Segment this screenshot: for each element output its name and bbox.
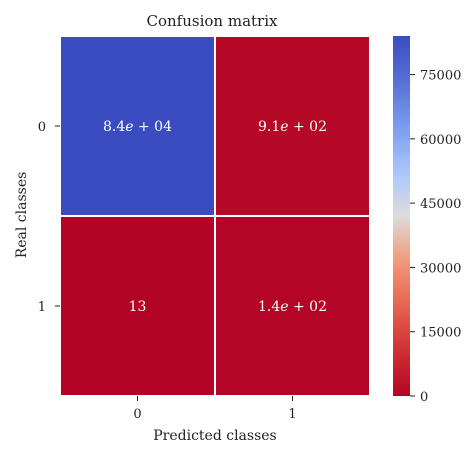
colorbar-tick-label-5: 75000 <box>420 69 461 84</box>
x-axis-label: Predicted classes <box>153 428 277 444</box>
colorbar-tick-label-0: 0 <box>420 390 428 405</box>
heatmap-cells <box>59 35 371 397</box>
colorbar-tick-label-2: 30000 <box>420 261 461 276</box>
colorbar-tick-label-4: 60000 <box>420 133 461 148</box>
colorbar-ticks: 0 15000 30000 45000 60000 75000 <box>410 69 461 405</box>
heatmap-cell-1-1 <box>214 215 371 397</box>
colorbar-tick-label-3: 45000 <box>420 197 461 212</box>
chart-title: Confusion matrix <box>147 12 278 30</box>
y-tick-label-0: 0 <box>38 120 46 135</box>
y-axis-label: Real classes <box>14 172 30 259</box>
x-tick-label-1: 1 <box>288 407 296 422</box>
cell-value-label-0-0: 8.4e + 04 <box>103 119 172 135</box>
cell-value-label-0-1: 9.1e + 02 <box>258 119 327 135</box>
y-tick-label-1: 1 <box>38 300 46 315</box>
heatmap-cell-0-1 <box>214 35 371 217</box>
heatmap-cell-0-0 <box>59 35 216 217</box>
y-axis-ticks: 01 <box>38 120 60 315</box>
cell-value-label-1-1: 1.4e + 02 <box>258 299 327 315</box>
cell-value-label-1-0: 13 <box>129 299 147 315</box>
x-tick-label-0: 0 <box>133 407 141 422</box>
heatmap-cell-1-0 <box>59 215 216 397</box>
colorbar <box>393 36 410 396</box>
heatmap-cell-labels: 8.4e + 04 9.1e + 02 13 1.4e + 02 <box>103 119 327 315</box>
colorbar-tick-label-1: 15000 <box>420 326 461 341</box>
